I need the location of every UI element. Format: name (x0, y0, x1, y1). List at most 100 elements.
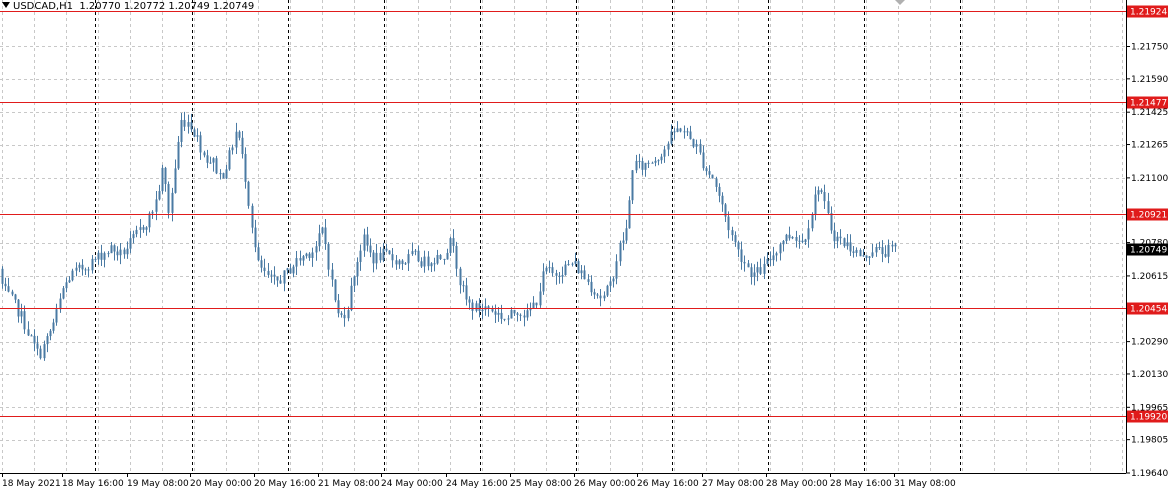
candle-body (609, 281, 612, 286)
candle-body (843, 238, 846, 247)
candle-body (180, 119, 183, 142)
candle-body (52, 322, 55, 331)
candle-body (401, 260, 404, 265)
candle-body (801, 240, 804, 243)
candle-body (644, 162, 647, 170)
candle-body (129, 238, 132, 249)
candle-body (497, 312, 500, 315)
candle-body (711, 174, 714, 179)
candle-body (65, 282, 68, 289)
candle-body (254, 227, 257, 248)
candle-body (206, 155, 209, 163)
time-axis[interactable]: 18 May 2021 18 May 16:00 19 May 08:00 20 Ma… (0, 473, 1126, 489)
candle-body (212, 158, 215, 163)
candle-body (267, 270, 270, 275)
candle-body (625, 228, 628, 241)
candle-body (795, 236, 798, 241)
candle-body (654, 160, 657, 163)
candle-body (4, 283, 7, 287)
candle-body (731, 230, 734, 236)
price-tick-label: 1.21590 (1131, 75, 1168, 85)
candle-body (676, 128, 679, 132)
candle-body (145, 227, 148, 230)
candle-body (535, 302, 538, 306)
time-tick-label: 27 May 08:00 (702, 479, 764, 489)
price-tick-label: 1.20290 (1131, 338, 1168, 348)
symbol-info: USDCAD,H1 1.20770 1.20772 1.20749 1.2074… (2, 1, 254, 12)
candle-body (481, 309, 484, 312)
candle-body (577, 261, 580, 274)
candle-body (199, 135, 202, 153)
candle-body (523, 315, 526, 318)
candle-body (366, 234, 369, 246)
candle-body (529, 308, 532, 311)
candle-body (161, 167, 164, 192)
candle-body (289, 268, 292, 274)
candle-body (484, 306, 487, 310)
candle-body (263, 267, 266, 271)
price-tick-label: 1.21425 (1131, 108, 1168, 118)
candle-body (699, 143, 702, 153)
candle-body (219, 173, 222, 175)
time-tick-label: 25 May 08:00 (510, 479, 572, 489)
level-tag (1127, 5, 1168, 18)
candle-body (580, 270, 583, 274)
candle-body (817, 190, 820, 195)
candle-body (449, 238, 452, 253)
candle-body (811, 214, 814, 229)
candle-body (436, 255, 439, 264)
candle-body (679, 128, 682, 132)
candle-body (427, 256, 430, 267)
day-separators (95, 0, 961, 473)
candle-body (491, 308, 494, 312)
candle-body (299, 258, 302, 261)
candle-body (260, 260, 263, 268)
candle-body (369, 245, 372, 253)
candle-body (215, 158, 218, 174)
candle-body (727, 216, 730, 231)
level-tag-label: 1.19920 (1130, 413, 1167, 423)
level-tag-label: 1.21477 (1130, 99, 1167, 109)
candle-body (859, 249, 862, 257)
candle-body (183, 119, 186, 127)
candle-body (599, 295, 602, 299)
candle-body (612, 278, 615, 282)
candle-body (324, 227, 327, 244)
candle-body (660, 156, 663, 161)
candle-body (455, 245, 458, 269)
time-tick-label: 20 May 16:00 (254, 479, 316, 489)
candle-body (100, 252, 103, 260)
time-tick-label: 24 May 00:00 (381, 479, 443, 489)
candle-body (87, 269, 90, 271)
candle-body (209, 162, 212, 164)
candle-body (651, 162, 654, 164)
candle-body (804, 239, 807, 243)
candle-body (59, 298, 62, 310)
candle-body (231, 147, 234, 151)
candle-body (446, 252, 449, 260)
candle-body (715, 178, 718, 187)
candle-body (75, 267, 78, 271)
candle-body (247, 181, 250, 206)
candle-body (241, 137, 244, 155)
price-tick-label: 1.19805 (1131, 436, 1168, 446)
candle-body (164, 167, 167, 185)
price-tick-label: 1.21750 (1131, 42, 1168, 52)
candle-body (132, 234, 135, 239)
candle-body (433, 263, 436, 265)
candle-body (270, 274, 273, 276)
price-axis[interactable]: 1.21750 1.21590 1.21425 1.21265 1.21100 1.207… (1126, 0, 1168, 479)
time-tick-label: 26 May 16:00 (637, 479, 699, 489)
candle-body (475, 303, 478, 311)
candle-body (228, 150, 231, 170)
candle-body (20, 311, 23, 317)
candle-body (766, 258, 769, 264)
candle-body (487, 306, 490, 309)
candle-body (814, 194, 817, 215)
candle-body (606, 285, 609, 296)
dropdown-triangle-icon[interactable] (2, 2, 10, 8)
candle-body (135, 229, 138, 235)
candle-body (881, 247, 884, 255)
candle-body (740, 249, 743, 262)
